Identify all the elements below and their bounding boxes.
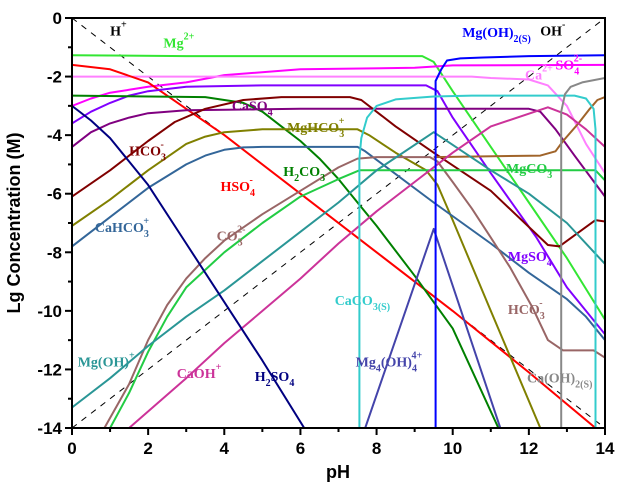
series-labels: H+ OH- Mg2+ SO42-Ca2+ HSO4- MgSO4 H2CO3 CaSO4 HC… bbox=[78, 20, 593, 391]
y-axis-title: Lg Concentration (M) bbox=[4, 133, 24, 314]
label-hso4: HSO4- bbox=[220, 175, 255, 199]
series-line-caco3-s bbox=[358, 94, 597, 428]
series-line-cahco3 bbox=[72, 145, 605, 341]
label-h2so4: H2SO4 bbox=[255, 370, 295, 389]
label-mgco3: MgCO3 bbox=[506, 162, 552, 181]
x-tick-label: 14 bbox=[596, 439, 615, 458]
label-caso4: CaSO4 bbox=[232, 99, 273, 118]
label-mg2: Mg2+ bbox=[163, 31, 194, 51]
series-line-h2so4 bbox=[72, 105, 306, 428]
series-line-co3-2 bbox=[103, 156, 605, 428]
x-tick-label: 8 bbox=[372, 439, 381, 458]
y-axis: 0 -2 -4 -6 -8 -10 -12 -14 bbox=[37, 9, 72, 438]
series-line-hso4 bbox=[72, 63, 597, 428]
series-line-ca2 bbox=[72, 75, 605, 174]
x-tick-label: 4 bbox=[220, 439, 230, 458]
label-mghco3: MgHCO3+ bbox=[287, 116, 345, 140]
x-tick-label: 10 bbox=[443, 439, 462, 458]
label-cahco3: CaHCO3+ bbox=[95, 216, 150, 240]
label-caoh: CaOH+ bbox=[177, 362, 222, 382]
label-mg4-oh-4-4: Mg4(OH)44+ bbox=[356, 351, 423, 375]
x-tick-label: 0 bbox=[67, 439, 76, 458]
label-hco3-high-ph: HCO3- bbox=[508, 298, 545, 322]
x-tick-label: 6 bbox=[296, 439, 305, 458]
series-line-hco3 bbox=[72, 96, 605, 248]
series-line-mghco3 bbox=[72, 128, 542, 428]
series-line-ca-oh-2-s bbox=[560, 77, 605, 428]
label-caco3-s: CaCO3(S) bbox=[335, 294, 390, 313]
x-axis: 0 2 4 6 8 10 12 14 bbox=[67, 428, 615, 458]
series-line-caso4 bbox=[72, 107, 605, 198]
series-line-co3-2-high-ph bbox=[433, 96, 605, 159]
label-hco3: HCO3- bbox=[129, 140, 166, 164]
y-tick-label: -10 bbox=[37, 302, 62, 321]
series-line-caoh bbox=[128, 106, 605, 428]
label-so4-2: SO42- bbox=[556, 53, 583, 77]
label-oh: OH- bbox=[540, 20, 565, 40]
series-line-h2co3 bbox=[72, 94, 500, 428]
series-line-mg2 bbox=[72, 54, 605, 321]
y-tick-label: -8 bbox=[47, 243, 62, 262]
series-line-mg-oh bbox=[72, 131, 605, 409]
label-mgso4: MgSO4 bbox=[508, 250, 552, 269]
label-mg-oh: Mg(OH)+ bbox=[78, 351, 135, 371]
y-tick-label: 0 bbox=[53, 9, 62, 28]
y-tick-label: -4 bbox=[47, 126, 63, 145]
label-ca2: Ca2+ bbox=[525, 64, 553, 84]
y-tick-label: -2 bbox=[47, 68, 62, 87]
series-line-mg-oh-2-s bbox=[434, 54, 605, 428]
label-h2co3: H2CO3 bbox=[283, 165, 325, 184]
label-co3-2: CO32- bbox=[217, 225, 246, 249]
x-tick-label: 12 bbox=[519, 439, 538, 458]
label-mg-oh-2-s: Mg(OH)2(S) bbox=[462, 26, 531, 45]
x-tick-label: 2 bbox=[143, 439, 152, 458]
label-h: H+ bbox=[110, 20, 127, 40]
series-line-mgco3 bbox=[109, 169, 605, 428]
x-axis-title: pH bbox=[326, 462, 350, 482]
y-tick-label: -12 bbox=[37, 360, 62, 379]
label-ca-oh-2-s: Ca(OH)2(S) bbox=[527, 372, 592, 391]
series-lines bbox=[72, 18, 605, 428]
series-line-so4-2 bbox=[72, 63, 605, 107]
series-line-mg4-oh-4-4 bbox=[364, 227, 502, 428]
y-tick-label: -14 bbox=[37, 419, 62, 438]
y-tick-label: -6 bbox=[47, 185, 62, 204]
